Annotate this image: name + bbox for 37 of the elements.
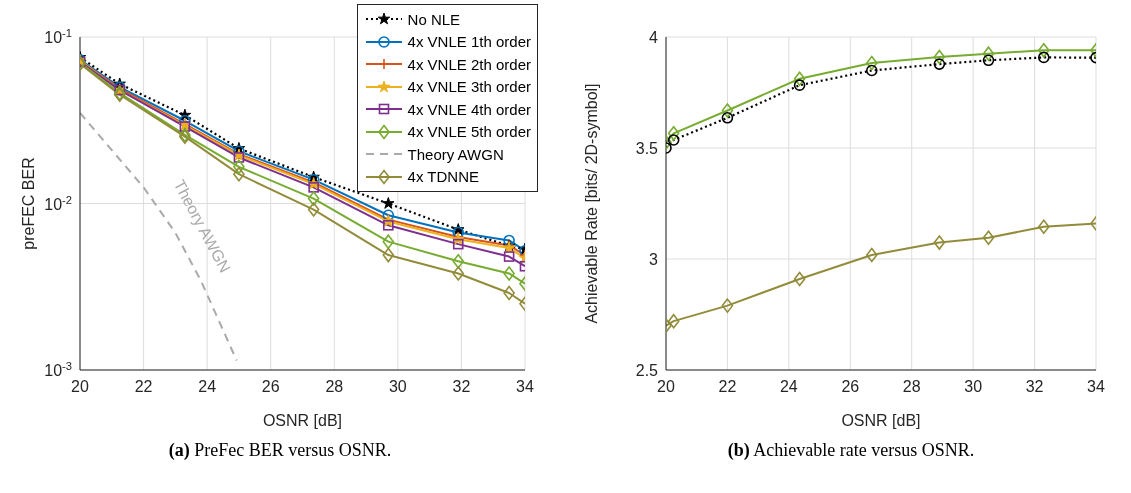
legend-label: Theory AWGN <box>407 145 504 163</box>
legend-label: 4x VNLE 2th order <box>407 55 531 73</box>
y-tick-label: 10$^{-1}$ <box>44 27 72 46</box>
legend-label: 4x VNLE 3th order <box>407 78 531 96</box>
x-tick-label: 22 <box>718 378 737 395</box>
x-tick-label: 24 <box>198 378 217 395</box>
y-tick-label: 10$^{-2}$ <box>44 193 72 213</box>
legend-label: 4x VNLE 5th order <box>407 123 531 141</box>
x-tick-label: 34 <box>1087 378 1105 395</box>
legend-label: 4x VNLE 1th order <box>407 33 531 51</box>
x-tick-label: 20 <box>71 378 89 395</box>
x-tick-label: 22 <box>134 378 153 395</box>
x-axis-title: OSNR [dB] <box>841 412 921 429</box>
x-tick-label: 30 <box>964 378 983 395</box>
y-tick-label: 3 <box>649 251 659 268</box>
y-tick-label: 10$^{-3}$ <box>44 360 72 379</box>
y-axis-title: preFEC BER <box>19 157 37 250</box>
y-tick-label: 2.5 <box>635 362 659 379</box>
y-tick-label: 4 <box>649 29 659 46</box>
x-tick-label: 26 <box>261 378 280 395</box>
x-tick-label: 28 <box>325 378 344 395</box>
x-tick-label: 30 <box>388 378 407 395</box>
legend-label: No NLE <box>407 10 461 28</box>
text: (b) Achievable rate versus OSNR. <box>726 440 976 461</box>
x-tick-label: 32 <box>1025 378 1044 395</box>
x-axis-title: OSNR [dB] <box>262 412 343 429</box>
text: (a) PreFec BER versus OSNR. <box>167 440 393 461</box>
legend-label: 4x VNLE 4th order <box>407 100 531 118</box>
x-tick-label: 28 <box>902 378 921 395</box>
y-axis-title: Achievable Rate [bits/ 2D-symbol] <box>582 83 600 324</box>
x-tick-label: 20 <box>657 378 675 395</box>
x-tick-label: 24 <box>779 378 798 395</box>
y-tick-label: 3.5 <box>635 140 659 157</box>
x-tick-label: 26 <box>841 378 860 395</box>
legend-label: 4x TDNNE <box>407 168 479 186</box>
x-tick-label: 32 <box>452 378 471 395</box>
x-tick-label: 34 <box>516 378 534 395</box>
